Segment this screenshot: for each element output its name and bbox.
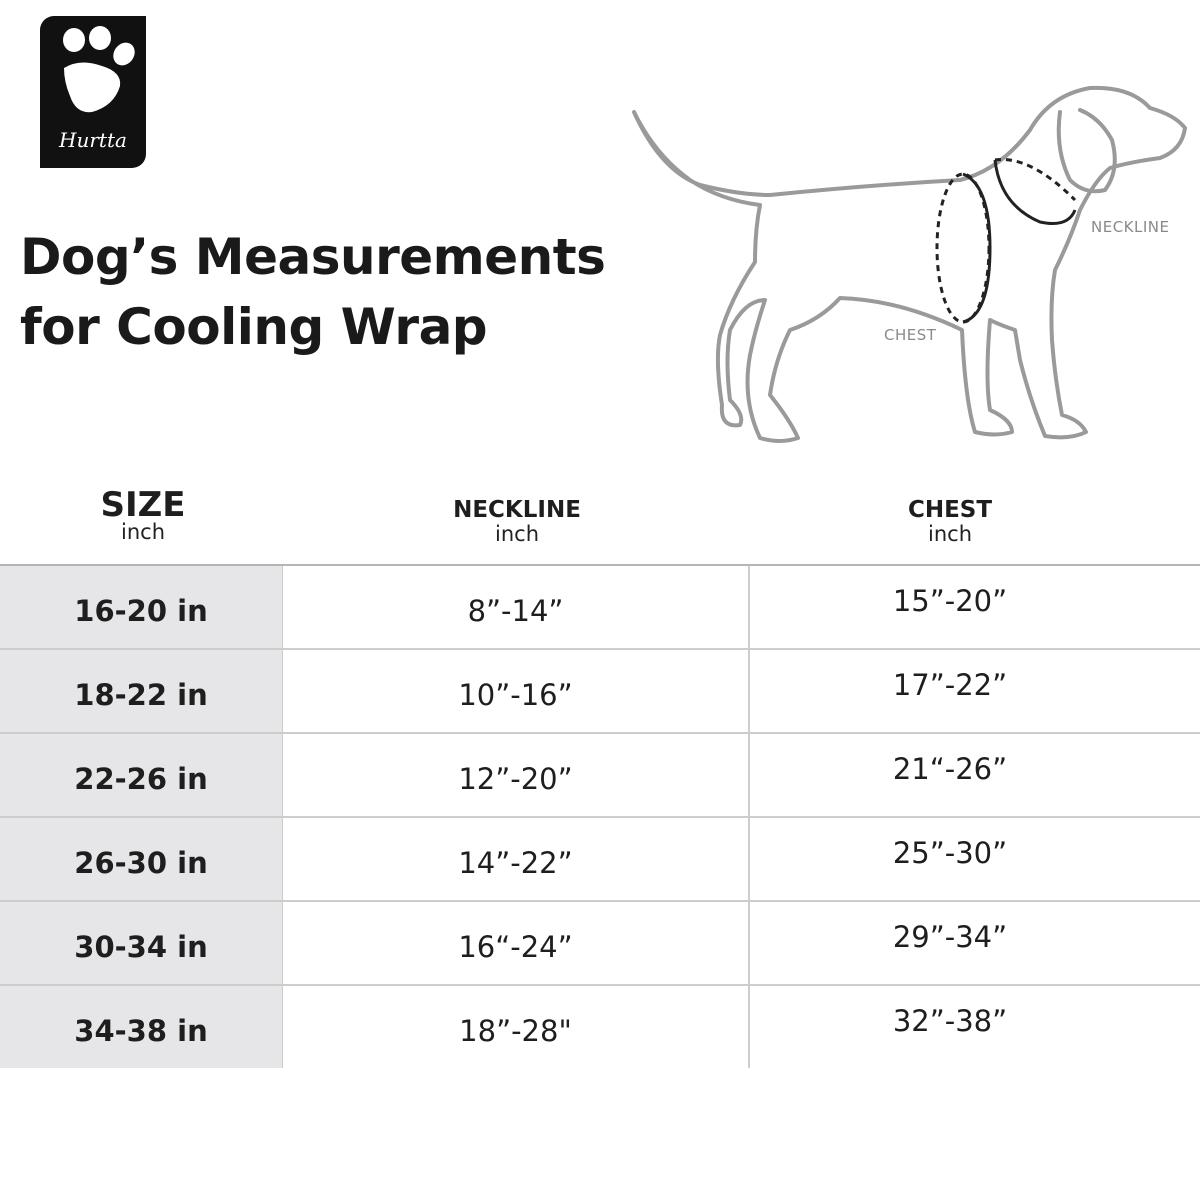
neckline-cell: 14”-22” <box>283 818 750 900</box>
neckline-cell: 10”-16” <box>283 650 750 732</box>
neckline-cell: 16“-24” <box>283 902 750 984</box>
size-cell: 26-30 in <box>0 818 283 900</box>
neckline-cell: 12”-20” <box>283 734 750 816</box>
header-label: NECKLINE <box>453 497 581 523</box>
header-unit: inch <box>928 522 972 546</box>
title-line-2: for Cooling Wrap <box>20 298 488 356</box>
size-table: 16-20 in 8”-14” 15”-20” 18-22 in 10”-16” 17”-… <box>0 564 1200 1068</box>
table-row: 18-22 in 10”-16” 17”-22” <box>0 650 1200 734</box>
logo-wordmark: Hurtta <box>59 128 127 152</box>
table-row: 34-38 in 18”-28" 32”-38” <box>0 986 1200 1068</box>
neckline-cell: 18”-28" <box>283 986 750 1068</box>
table-row: 16-20 in 8”-14” 15”-20” <box>0 566 1200 650</box>
header-label: SIZE <box>100 485 186 525</box>
chest-cell: 29”-34” <box>892 920 1008 954</box>
paw-icon <box>63 26 135 113</box>
neckline-cell: 8”-14” <box>283 566 750 648</box>
table-row: 22-26 in 12”-20” 21“-26” <box>0 734 1200 818</box>
hurtta-logo: Hurtta <box>40 16 146 168</box>
table-row: 30-34 in 16“-24” 29”-34” <box>0 902 1200 986</box>
chest-cell: 25”-30” <box>892 836 1008 870</box>
header-unit: inch <box>121 520 165 544</box>
chest-cell: 17”-22” <box>892 668 1008 702</box>
title-line-1: Dog’s Measurements <box>20 228 606 286</box>
header-size: SIZE inch <box>83 488 203 543</box>
size-cell: 16-20 in <box>0 566 283 648</box>
chest-cell: 32”-38” <box>892 1004 1008 1038</box>
size-cell: 18-22 in <box>0 650 283 732</box>
chest-label: CHEST <box>884 326 937 344</box>
size-cell: 34-38 in <box>0 986 283 1068</box>
page-title: Dog’s Measurements for Cooling Wrap <box>20 222 606 362</box>
header-label: CHEST <box>907 497 993 523</box>
table-row: 26-30 in 14”-22” 25”-30” <box>0 818 1200 902</box>
size-cell: 30-34 in <box>0 902 283 984</box>
chest-cell: 15”-20” <box>892 584 1008 618</box>
header-neckline: NECKLINE inch <box>437 499 597 545</box>
dog-illustration <box>632 85 1187 443</box>
chest-cell: 21“-26” <box>892 752 1008 786</box>
size-cell: 22-26 in <box>0 734 283 816</box>
header-chest: CHEST inch <box>880 499 1020 545</box>
header-unit: inch <box>495 522 539 546</box>
neckline-label: NECKLINE <box>1091 218 1170 236</box>
